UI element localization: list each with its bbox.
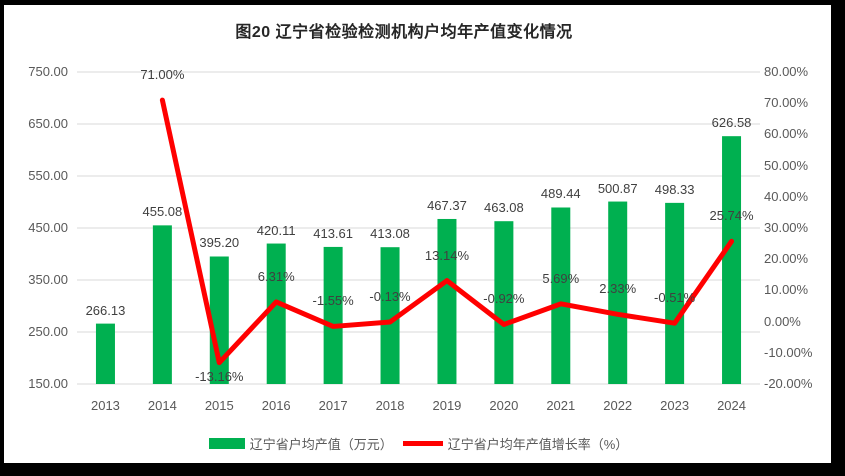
bar-2024	[722, 136, 742, 384]
right-axis-tick: 40.00%	[764, 188, 809, 204]
chart-legend: 辽宁省户均产值（万元） 辽宁省户均年产值增长率（%）	[77, 434, 760, 453]
left-axis-tick: 550.00	[28, 168, 68, 183]
right-axis-tick: -20.00%	[764, 376, 813, 391]
bar-value-label: 455.08	[142, 204, 183, 220]
bar-value-label: 413.08	[370, 226, 410, 242]
x-axis-label: 2023	[660, 398, 690, 413]
bar-value-label: 420.11	[256, 222, 296, 238]
line-value-label: 13.14%	[424, 247, 469, 263]
line-value-label: -1.55%	[312, 293, 354, 309]
line-value-label: 25.74%	[709, 208, 754, 224]
right-axis-tick: 20.00%	[764, 251, 809, 267]
bar-2016	[266, 243, 286, 384]
bar-value-label: 626.58	[711, 115, 752, 131]
right-axis-tick: 50.00%	[764, 157, 809, 173]
bar-2013	[95, 323, 115, 384]
x-axis-label: 2021	[546, 398, 576, 413]
chart-plot	[77, 71, 760, 385]
bar-2014	[152, 225, 172, 384]
line-value-label: 5.69%	[542, 270, 580, 286]
x-axis-label: 2020	[489, 398, 519, 413]
bar-2020	[494, 221, 514, 384]
left-axis-tick: 650.00	[28, 116, 68, 131]
legend-label-bar-series: 辽宁省户均产值（万元）	[249, 437, 393, 452]
right-axis-tick: -10.00%	[764, 344, 813, 360]
bar-2019	[437, 218, 457, 384]
line-value-label: 71.00%	[140, 67, 185, 83]
bar-value-label: 266.13	[85, 302, 126, 318]
legend-item-bar-series: 辽宁省户均产值（万元）	[208, 434, 393, 453]
line-value-label: -0.92%	[483, 291, 525, 307]
left-axis-tick: 350.00	[28, 272, 68, 287]
x-axis-label: 2014	[147, 398, 177, 413]
left-axis-tick: 450.00	[28, 220, 68, 235]
bar-2017	[323, 246, 343, 384]
bar-value-label: 489.44	[540, 186, 581, 202]
chart-panel: 图20 辽宁省检验检测机构户均年产值变化情况 750.00 650.00 550.0…	[4, 5, 831, 463]
bar-2018	[380, 247, 400, 384]
line-value-label: -0.51%	[654, 290, 696, 306]
right-axis-tick: 80.00%	[764, 64, 809, 79]
growth-rate-line	[159, 97, 735, 366]
x-axis-label: 2015	[204, 398, 234, 413]
bar-value-label: 500.87	[597, 180, 638, 196]
bar-value-label: 463.08	[483, 200, 524, 216]
x-axis-label: 2016	[261, 398, 291, 413]
legend-label-line-series: 辽宁省户均年产值增长率（%）	[447, 437, 629, 452]
bar-series-swatch-icon	[208, 438, 245, 449]
bar-value-label: 498.33	[654, 181, 695, 197]
right-axis-tick: 60.00%	[764, 126, 809, 142]
bar-2023	[665, 202, 685, 384]
line-value-label: -13.16%	[195, 368, 244, 384]
bar-value-label: 467.37	[427, 197, 467, 213]
right-axis-tick: 30.00%	[764, 220, 809, 235]
bar-2021	[551, 207, 571, 384]
x-axis-label: 2017	[318, 398, 348, 413]
x-axis-label: 2022	[603, 398, 633, 413]
right-axis-tick: 70.00%	[764, 95, 809, 111]
x-axis-label: 2019	[432, 398, 462, 413]
bar-2022	[608, 201, 628, 384]
bar-value-label: 413.61	[313, 225, 354, 241]
line-value-label: -0.13%	[369, 289, 411, 304]
bar-value-label: 395.20	[199, 235, 240, 251]
x-axis-label: 2018	[375, 398, 405, 413]
x-axis-label: 2013	[90, 398, 120, 413]
left-axis-tick: 250.00	[28, 324, 68, 339]
line-series-swatch-icon	[402, 441, 443, 446]
chart-title: 图20 辽宁省检验检测机构户均年产值变化情况	[235, 24, 573, 41]
x-axis-label: 2024	[717, 398, 746, 413]
left-axis-tick: 750.00	[28, 64, 68, 79]
line-value-label: 2.33%	[599, 281, 637, 297]
left-axis-tick: 150.00	[28, 376, 68, 391]
line-value-label: 6.31%	[257, 268, 295, 284]
right-axis-tick: 0.00%	[764, 313, 801, 329]
legend-item-line-series: 辽宁省户均年产值增长率（%）	[402, 434, 629, 453]
right-axis-tick: 10.00%	[764, 282, 809, 298]
